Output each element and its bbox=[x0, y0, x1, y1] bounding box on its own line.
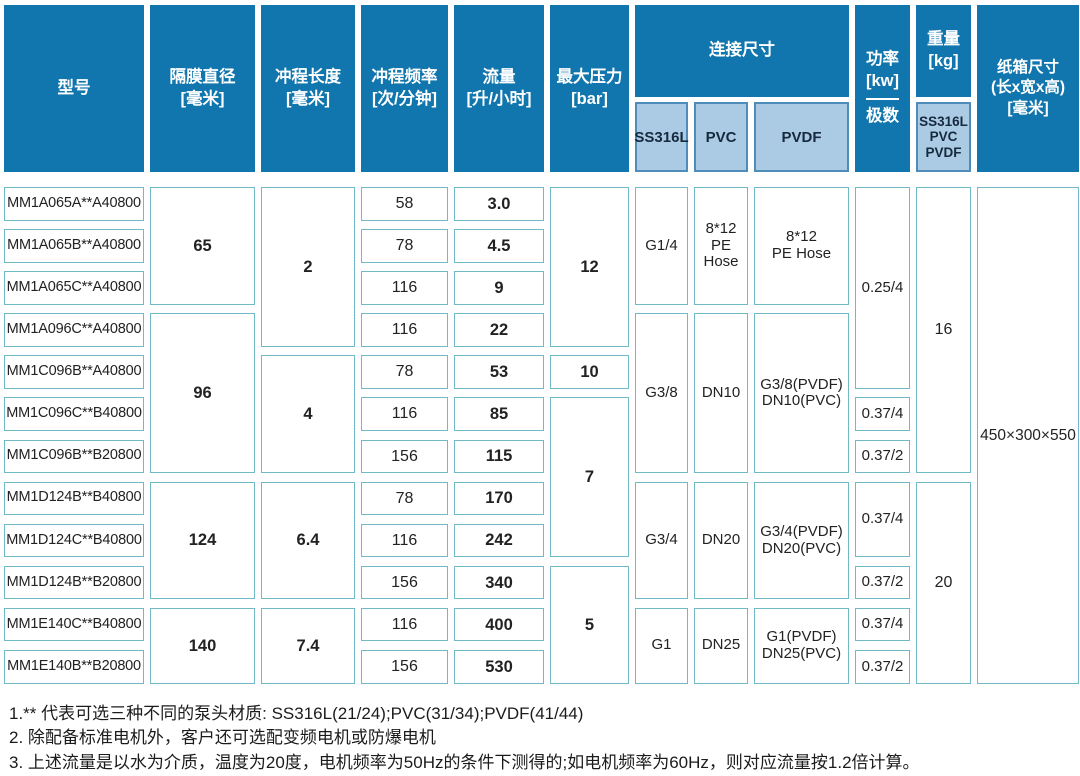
cell-conn-ss316l-r8: G3/4 bbox=[635, 481, 688, 600]
cell-stroke-frequency-r11: 116 bbox=[361, 607, 448, 642]
cell-stroke-frequency-r12: 156 bbox=[361, 650, 448, 684]
cell-conn-pvc-r4: DN10 bbox=[694, 313, 748, 474]
cell-stroke-frequency-r4: 116 bbox=[361, 313, 448, 347]
cell-model-r8: MM1D124B**B40800 bbox=[4, 481, 144, 516]
cell-flow-rate-r7: 115 bbox=[454, 439, 544, 474]
column-subheader-weight-materials: SS316L PVC PVDF bbox=[916, 102, 971, 172]
cell-model-r12: MM1E140B**B20800 bbox=[4, 650, 144, 684]
cell-model-r7: MM1C096B**B20800 bbox=[4, 439, 144, 474]
cell-max-pressure-r5: 10 bbox=[550, 355, 629, 389]
power-poles-divider bbox=[866, 98, 899, 101]
column-header-max-pressure: 最大压力 [bar] bbox=[550, 5, 629, 172]
cell-flow-rate-r5: 53 bbox=[454, 355, 544, 389]
poles-label: 极数 bbox=[866, 107, 899, 126]
cell-stroke-length-mm-r5: 4 bbox=[261, 355, 355, 474]
cell-flow-rate-r8: 170 bbox=[454, 481, 544, 516]
cell-power-kw-poles-r11: 0.37/4 bbox=[855, 607, 910, 642]
cell-diaphragm-mm-r11: 140 bbox=[150, 607, 255, 684]
cell-model-r5: MM1C096B**A40800 bbox=[4, 355, 144, 389]
cell-model-r9: MM1D124C**B40800 bbox=[4, 523, 144, 558]
cell-diaphragm-mm-r4: 96 bbox=[150, 313, 255, 474]
cell-stroke-frequency-r8: 78 bbox=[361, 481, 448, 516]
footnote-2: 2. 除配备标准电机外，客户还可选配变频电机或防爆电机 bbox=[9, 728, 436, 748]
cell-max-pressure-r6: 7 bbox=[550, 397, 629, 558]
cell-power-kw-poles-r8: 0.37/4 bbox=[855, 481, 910, 558]
cell-model-r2: MM1A065B**A40800 bbox=[4, 229, 144, 263]
cell-conn-ss316l-r11: G1 bbox=[635, 607, 688, 684]
cell-conn-pvdf-r4: G3/8(PVDF) DN10(PVC) bbox=[754, 313, 849, 474]
cell-flow-rate-r4: 22 bbox=[454, 313, 544, 347]
cell-stroke-frequency-r9: 116 bbox=[361, 523, 448, 558]
cell-conn-pvdf-r8: G3/4(PVDF) DN20(PVC) bbox=[754, 481, 849, 600]
table-body: MM1A065A**A40800 MM1A065B**A40800 MM1A065C… bbox=[4, 187, 1079, 684]
cell-conn-pvdf-r1: 8*12 PE Hose bbox=[754, 187, 849, 305]
cell-flow-rate-r2: 4.5 bbox=[454, 229, 544, 263]
footnotes: 1.** 代表可选三种不同的泵头材质: SS316L(21/24);PVC(31… bbox=[9, 702, 1077, 776]
cell-diaphragm-mm-r8: 124 bbox=[150, 481, 255, 600]
cell-conn-pvc-r1: 8*12 PE Hose bbox=[694, 187, 748, 305]
cell-max-pressure-r10: 5 bbox=[550, 565, 629, 684]
cell-carton-size-r1: 450×300×550 bbox=[977, 187, 1079, 684]
column-header-diaphragm: 隔膜直径 [毫米] bbox=[150, 5, 255, 172]
column-header-connection-group: 连接尺寸 bbox=[635, 5, 849, 97]
cell-conn-pvdf-r11: G1(PVDF) DN25(PVC) bbox=[754, 607, 849, 684]
column-header-stroke-frequency: 冲程频率 [次/分钟] bbox=[361, 5, 448, 172]
column-subheader-ss316l: SS316L bbox=[634, 102, 689, 172]
cell-conn-pvc-r8: DN20 bbox=[694, 481, 748, 600]
column-subheader-pvc: PVC bbox=[694, 102, 748, 172]
cell-conn-pvc-r11: DN25 bbox=[694, 607, 748, 684]
cell-flow-rate-r12: 530 bbox=[454, 650, 544, 684]
cell-power-kw-poles-r6: 0.37/4 bbox=[855, 397, 910, 431]
cell-flow-rate-r1: 3.0 bbox=[454, 187, 544, 221]
column-header-power: 功率 [kw] 极数 bbox=[855, 5, 910, 172]
cell-flow-rate-r9: 242 bbox=[454, 523, 544, 558]
cell-flow-rate-r11: 400 bbox=[454, 607, 544, 642]
cell-stroke-length-mm-r8: 6.4 bbox=[261, 481, 355, 600]
column-header-flow: 流量 [升/小时] bbox=[454, 5, 544, 172]
table-header: 型号 隔膜直径 [毫米] 冲程长度 [毫米] 冲程频率 [次/分钟] 流量 [升… bbox=[4, 5, 1079, 172]
column-subheader-pvdf: PVDF bbox=[754, 102, 849, 172]
cell-weight-kg-r8: 20 bbox=[916, 481, 971, 684]
cell-flow-rate-r10: 340 bbox=[454, 565, 544, 600]
column-header-stroke-length: 冲程长度 [毫米] bbox=[261, 5, 355, 172]
cell-stroke-frequency-r5: 78 bbox=[361, 355, 448, 389]
cell-stroke-length-mm-r1: 2 bbox=[261, 187, 355, 347]
cell-diaphragm-mm-r1: 65 bbox=[150, 187, 255, 305]
cell-model-r1: MM1A065A**A40800 bbox=[4, 187, 144, 221]
footnote-3: 3. 上述流量是以水为介质，温度为20度，电机频率为50Hz的条件下测得的;如电… bbox=[9, 753, 920, 773]
power-kw-label: 功率 [kw] bbox=[866, 49, 899, 90]
cell-stroke-frequency-r10: 156 bbox=[361, 565, 448, 600]
cell-power-kw-poles-r12: 0.37/2 bbox=[855, 650, 910, 684]
footnote-1: 1.** 代表可选三种不同的泵头材质: SS316L(21/24);PVC(31… bbox=[9, 703, 584, 723]
cell-stroke-frequency-r7: 156 bbox=[361, 439, 448, 474]
cell-power-kw-poles-r10: 0.37/2 bbox=[855, 565, 910, 600]
column-header-model: 型号 bbox=[4, 5, 144, 172]
cell-power-kw-poles-r7: 0.37/2 bbox=[855, 439, 910, 474]
cell-flow-rate-r3: 9 bbox=[454, 271, 544, 305]
cell-model-r10: MM1D124B**B20800 bbox=[4, 565, 144, 600]
cell-model-r4: MM1A096C**A40800 bbox=[4, 313, 144, 347]
cell-flow-rate-r6: 85 bbox=[454, 397, 544, 431]
column-header-carton-size: 纸箱尺寸 (长x宽x高) [毫米] bbox=[977, 5, 1079, 172]
cell-power-kw-poles-r1: 0.25/4 bbox=[855, 187, 910, 389]
cell-stroke-frequency-r6: 116 bbox=[361, 397, 448, 431]
cell-stroke-length-mm-r11: 7.4 bbox=[261, 607, 355, 684]
column-header-weight: 重量 [kg] bbox=[916, 5, 971, 97]
cell-conn-ss316l-r4: G3/8 bbox=[635, 313, 688, 474]
cell-model-r3: MM1A065C**A40800 bbox=[4, 271, 144, 305]
cell-stroke-frequency-r2: 78 bbox=[361, 229, 448, 263]
cell-stroke-frequency-r3: 116 bbox=[361, 271, 448, 305]
cell-conn-ss316l-r1: G1/4 bbox=[635, 187, 688, 305]
cell-max-pressure-r1: 12 bbox=[550, 187, 629, 347]
cell-model-r11: MM1E140C**B40800 bbox=[4, 607, 144, 642]
cell-model-r6: MM1C096C**B40800 bbox=[4, 397, 144, 431]
cell-weight-kg-r1: 16 bbox=[916, 187, 971, 474]
cell-stroke-frequency-r1: 58 bbox=[361, 187, 448, 221]
